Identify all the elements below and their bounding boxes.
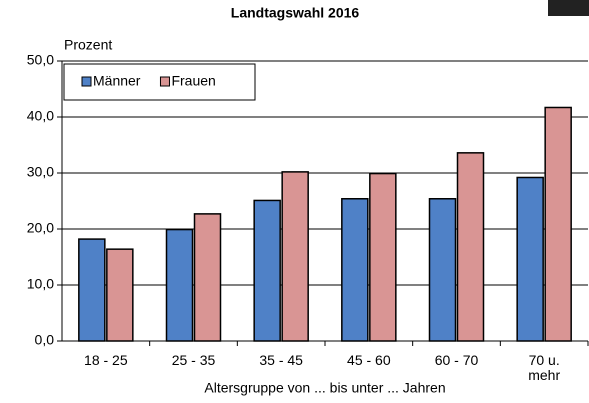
- y-tick-label: 40,0: [27, 108, 54, 124]
- x-tick-label: 70 u. mehr: [528, 352, 561, 383]
- x-axis-label: Altersgruppe von ... bis unter ... Jahre…: [204, 380, 445, 396]
- legend-label: Frauen: [171, 73, 215, 89]
- x-tick-label: 60 - 70: [434, 352, 479, 368]
- bar: [456, 152, 485, 342]
- bar: [341, 198, 369, 342]
- bar: [369, 172, 397, 342]
- bar: [193, 213, 222, 342]
- bar: [165, 228, 194, 342]
- x-tick-label: 45 - 60: [347, 352, 391, 368]
- y-tick-label: 50,0: [27, 52, 54, 68]
- y-tick-label: 10,0: [27, 276, 54, 292]
- x-tick-label: 18 - 25: [84, 352, 128, 368]
- bar: [106, 248, 134, 342]
- bar: [253, 199, 281, 342]
- y-tick-label: 30,0: [27, 164, 54, 180]
- legend-swatch: [81, 76, 92, 87]
- y-tick-label: 20,0: [27, 220, 54, 236]
- bar: [78, 238, 106, 342]
- chart-title: Landtagswahl 2016: [231, 5, 360, 21]
- x-tick-label: 35 - 45: [259, 352, 303, 368]
- bar: [516, 176, 544, 342]
- legend-box: [63, 63, 256, 101]
- y-axis-label: Prozent: [64, 37, 112, 53]
- y-tick-label: 0,0: [35, 332, 55, 348]
- x-tick-label: 25 - 35: [171, 352, 216, 368]
- bar: [544, 106, 572, 342]
- corner-block: [548, 0, 589, 16]
- legend-swatch: [159, 76, 170, 87]
- legend-label: Männer: [93, 73, 141, 89]
- bar: [428, 198, 457, 342]
- bar: [281, 171, 309, 342]
